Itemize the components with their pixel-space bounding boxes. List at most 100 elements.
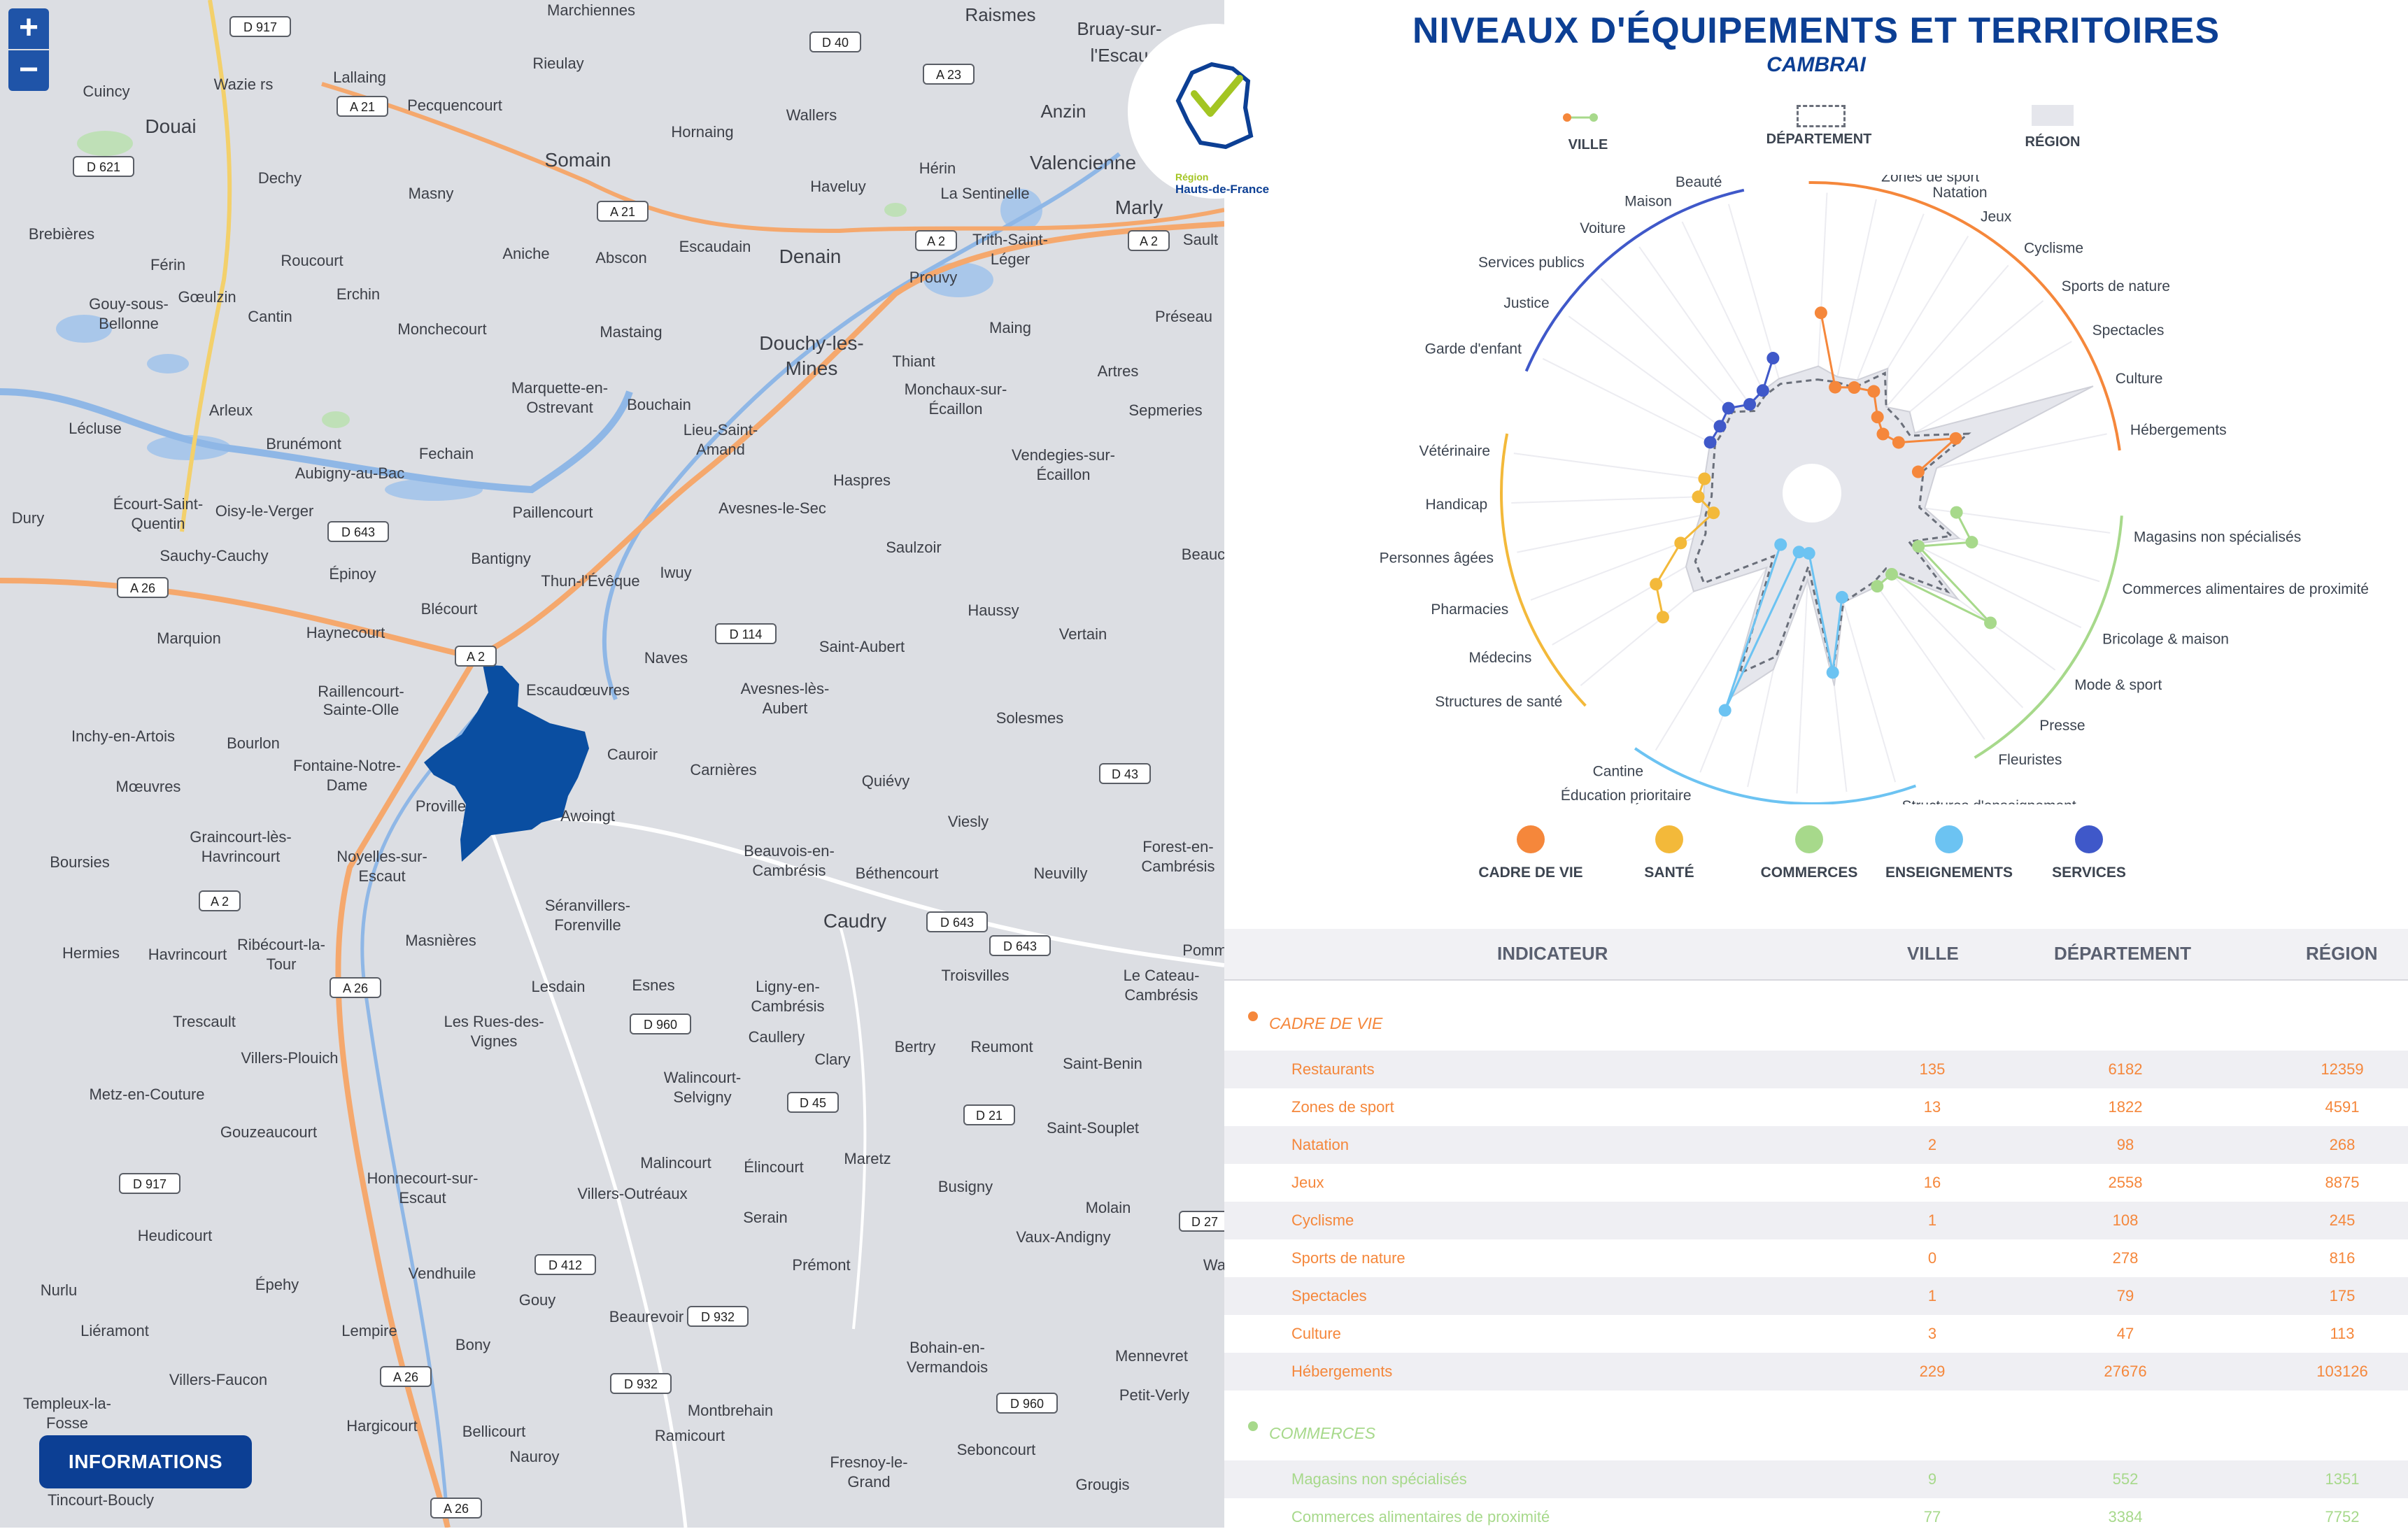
place-label: Bohain-en-: [909, 1339, 985, 1356]
place-label: Lallaing: [333, 69, 386, 86]
place-label: Escaudœuvres: [526, 681, 630, 699]
legend-region: RÉGION: [2025, 134, 2081, 150]
place-label: Gœulzin: [178, 288, 236, 306]
place-label: Ostrevant: [526, 399, 593, 416]
place-label: Bourlon: [227, 734, 280, 752]
road-shield: [229, 16, 291, 37]
place-label: Sault: [1183, 231, 1218, 248]
water-area: [56, 315, 112, 343]
place-label: Awoingt: [560, 807, 615, 825]
highway: [321, 82, 1224, 234]
road-shield: [597, 201, 649, 222]
axis-label: Voiture: [1580, 220, 1625, 236]
road-shield: [989, 935, 1051, 956]
category-dot[interactable]: [1795, 825, 1823, 853]
road: [461, 816, 1224, 967]
category-label[interactable]: COMMERCES: [1760, 865, 1858, 881]
region-logo: Région Hauts-de-France: [1128, 24, 1303, 199]
road-label: D 412: [548, 1258, 582, 1272]
axis-label: Sports de nature: [2062, 278, 2170, 294]
informations-button[interactable]: INFORMATIONS: [39, 1435, 252, 1488]
france-map-icon: Région Hauts-de-France: [1175, 62, 1269, 196]
map-layer: [0, 0, 1224, 1528]
place-label: Trith-Saint-: [972, 231, 1048, 248]
place-label: Templeux-la-: [23, 1395, 111, 1412]
cell-region: 816: [2329, 1249, 2356, 1267]
river: [0, 388, 633, 494]
place-label: Marquette-en-: [511, 379, 608, 397]
cell-indicator: Zones de sport: [1291, 1098, 1394, 1116]
place-label: Hérin: [919, 159, 956, 177]
legend-ville: VILLE: [1568, 137, 1608, 152]
cell-indicator: Jeux: [1291, 1174, 1324, 1191]
place-label: Bouchain: [627, 396, 691, 413]
map-canvas[interactable]: Marchiennes Raismes Bruay-sur-l'Escau Rieul…: [0, 0, 1224, 1528]
place-label: Mastaing: [600, 323, 662, 341]
place-label: Iwuy: [660, 564, 691, 581]
category-label[interactable]: SANTÉ: [1644, 865, 1694, 881]
axis-label: Beauté: [1676, 175, 1722, 190]
place-label: Épinoy: [329, 565, 376, 583]
cambrai-commune-area[interactable]: [424, 664, 589, 862]
cell-indicator: Commerces alimentaires de proximité: [1291, 1508, 1550, 1526]
place-label: Rieulay: [532, 55, 583, 72]
road-shield: [73, 156, 134, 177]
cell-ville: 229: [1919, 1363, 1946, 1380]
category-dot[interactable]: [1655, 825, 1683, 853]
road-label: D 917: [243, 20, 277, 34]
place-label: Metz-en-Couture: [89, 1086, 204, 1103]
place-label: Les Rues-des-: [444, 1013, 544, 1030]
cell-ville: 1: [1927, 1211, 1937, 1229]
cell-region: 113: [2330, 1325, 2355, 1342]
zoom-in-button[interactable]: +: [8, 8, 49, 49]
road-shield: [327, 521, 389, 542]
place-label: Sainte-Olle: [323, 701, 399, 718]
ville-point: [1911, 465, 1925, 478]
place-label: Quiévy: [862, 772, 909, 790]
axis-label: Jeux: [1981, 208, 2012, 225]
category-dot[interactable]: [2075, 825, 2103, 853]
category-dot[interactable]: [1935, 825, 1963, 853]
place-label: Blécourt: [421, 600, 478, 618]
cell-indicator: Natation: [1291, 1136, 1349, 1153]
section-rows: Magasins non spécialisés 9 552 1351 Commerce…: [1224, 1460, 2408, 1536]
place-label: Beauc: [1182, 546, 1224, 563]
ville-point: [1835, 590, 1848, 604]
place-label: Marly: [1115, 197, 1163, 218]
place-label: Beauvois-en-: [744, 842, 835, 860]
category-label[interactable]: CADRE DE VIE: [1478, 865, 1583, 881]
category-label[interactable]: SERVICES: [2052, 865, 2126, 881]
place-label: Férin: [150, 256, 185, 273]
place-label: Bruay-sur-: [1077, 18, 1161, 39]
place-label: Lesdain: [531, 978, 585, 995]
place-label: Lieu-Saint-: [684, 421, 758, 439]
road-shield: [455, 646, 497, 667]
place-label: Wa: [1203, 1256, 1224, 1274]
road-label: D 917: [133, 1177, 167, 1191]
road-shield: [430, 1498, 482, 1519]
cell-region: 175: [2329, 1287, 2356, 1304]
category-label[interactable]: ENSEIGNEMENTS: [1885, 865, 2013, 881]
axis-label: Maison: [1624, 193, 1672, 209]
place-label: Ribécourt-la-: [237, 936, 325, 953]
water-area: [1000, 189, 1042, 231]
category-dot[interactable]: [1517, 825, 1545, 853]
zoom-out-button[interactable]: −: [8, 50, 49, 91]
place-label: Monchaux-sur-: [905, 381, 1007, 398]
place-label: Fresnoy-le-: [830, 1453, 907, 1471]
place-label: Bertry: [895, 1038, 936, 1055]
place-label: Naves: [644, 649, 688, 667]
road-label: D 932: [624, 1377, 658, 1391]
road-label: A 26: [130, 581, 155, 595]
cell-indicator: Hébergements: [1291, 1363, 1393, 1380]
place-label: Amand: [696, 441, 745, 458]
map-view[interactable]: Marchiennes Raismes Bruay-sur-l'Escau Rieul…: [0, 0, 1224, 1528]
axis-label: Fleuristes: [1998, 752, 2062, 768]
category-arc: [1808, 181, 2121, 451]
place-label: Artres: [1098, 362, 1139, 380]
ville-point: [1722, 401, 1735, 415]
place-label: Mennevret: [1115, 1347, 1188, 1365]
place-label: Brunémont: [266, 435, 341, 453]
road: [180, 0, 232, 532]
place-label: Mines: [786, 357, 838, 379]
